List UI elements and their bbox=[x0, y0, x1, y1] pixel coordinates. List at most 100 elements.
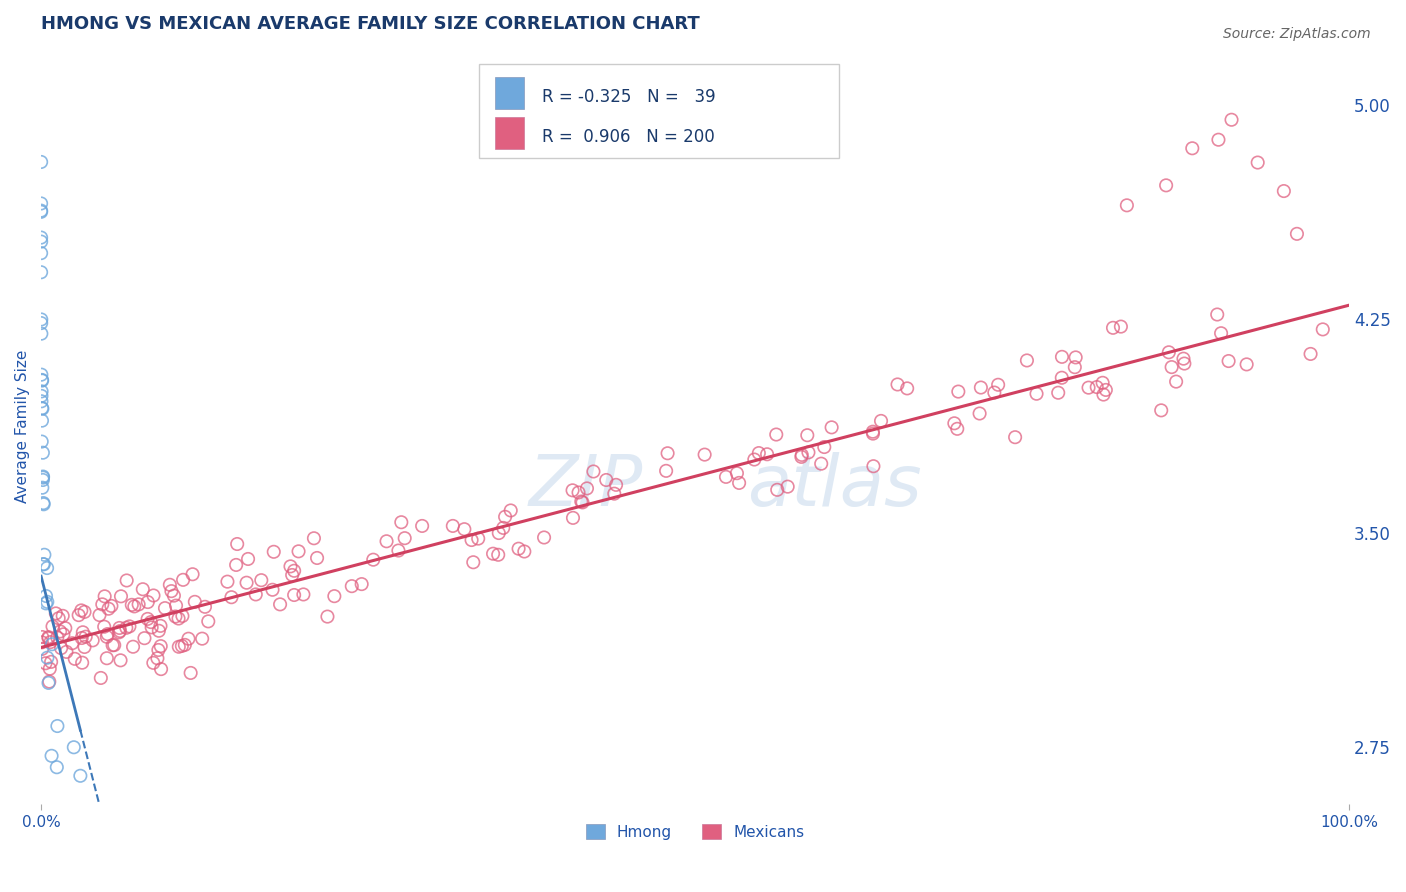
Point bbox=[150, 662, 173, 676]
Point bbox=[73, 640, 96, 654]
Point bbox=[1218, 354, 1240, 368]
Point bbox=[1092, 387, 1115, 401]
Point bbox=[1157, 345, 1180, 359]
Point bbox=[149, 639, 172, 653]
Point bbox=[948, 384, 970, 399]
Point bbox=[569, 494, 592, 508]
Point bbox=[943, 417, 966, 431]
Point bbox=[108, 624, 131, 638]
Point bbox=[110, 590, 132, 604]
Point bbox=[136, 612, 159, 626]
Point bbox=[52, 608, 75, 623]
Point bbox=[163, 589, 186, 603]
Point bbox=[983, 385, 1005, 400]
Point bbox=[48, 611, 70, 625]
Point bbox=[149, 619, 172, 633]
Point bbox=[389, 515, 412, 529]
Point bbox=[46, 631, 69, 645]
Point bbox=[167, 611, 190, 625]
Point bbox=[63, 652, 86, 666]
Point bbox=[53, 621, 76, 635]
Point bbox=[31, 630, 53, 644]
Point bbox=[165, 609, 187, 624]
Point bbox=[655, 464, 678, 478]
Point bbox=[97, 601, 120, 615]
Point bbox=[1173, 357, 1195, 371]
Point bbox=[172, 609, 194, 624]
Point bbox=[969, 407, 991, 421]
Point bbox=[31, 434, 53, 449]
Point bbox=[1272, 184, 1295, 198]
Point bbox=[1181, 141, 1204, 155]
Point bbox=[567, 485, 589, 500]
Point bbox=[283, 588, 305, 602]
Point bbox=[1102, 321, 1125, 335]
Point bbox=[69, 769, 91, 783]
Point bbox=[70, 656, 93, 670]
Point bbox=[146, 651, 169, 665]
Point bbox=[96, 651, 118, 665]
Point bbox=[30, 246, 52, 260]
Text: R = -0.325   N =   39: R = -0.325 N = 39 bbox=[543, 87, 716, 106]
Point bbox=[387, 543, 409, 558]
Point bbox=[728, 475, 751, 490]
Point bbox=[96, 630, 118, 644]
Point bbox=[714, 470, 737, 484]
Point bbox=[1109, 319, 1132, 334]
Point bbox=[820, 420, 842, 434]
Point bbox=[121, 598, 143, 612]
Point bbox=[31, 446, 53, 460]
Point bbox=[31, 414, 53, 428]
Point bbox=[1077, 381, 1099, 395]
Point bbox=[494, 509, 516, 524]
Point bbox=[603, 486, 626, 500]
Point bbox=[307, 551, 329, 566]
Point bbox=[245, 587, 267, 601]
Point bbox=[30, 312, 52, 326]
Point bbox=[180, 665, 202, 680]
Point bbox=[184, 595, 207, 609]
Point bbox=[30, 265, 52, 279]
Point bbox=[375, 534, 398, 549]
Point bbox=[31, 473, 53, 487]
Point bbox=[93, 620, 115, 634]
Point bbox=[191, 632, 214, 646]
Point bbox=[91, 598, 114, 612]
Point bbox=[1209, 326, 1232, 341]
Point bbox=[970, 380, 993, 394]
Point bbox=[269, 598, 291, 612]
Point bbox=[32, 557, 55, 571]
Point bbox=[30, 230, 52, 244]
Point bbox=[142, 589, 165, 603]
Point bbox=[361, 552, 384, 566]
Point bbox=[765, 427, 787, 442]
Point bbox=[316, 609, 339, 624]
Point bbox=[38, 631, 60, 645]
Point bbox=[1160, 360, 1182, 375]
Point bbox=[32, 497, 55, 511]
Point bbox=[134, 631, 156, 645]
Point bbox=[31, 401, 53, 416]
Point bbox=[1004, 430, 1026, 444]
Point bbox=[350, 577, 373, 591]
Point bbox=[35, 589, 58, 603]
Text: R =  0.906   N = 200: R = 0.906 N = 200 bbox=[543, 128, 714, 145]
Point bbox=[55, 645, 77, 659]
Point bbox=[100, 599, 122, 613]
Point bbox=[742, 452, 765, 467]
Point bbox=[533, 531, 555, 545]
Point bbox=[693, 448, 716, 462]
Point bbox=[513, 544, 536, 558]
Point bbox=[862, 459, 884, 474]
Point bbox=[30, 389, 52, 403]
Point bbox=[1050, 350, 1073, 364]
Point bbox=[463, 555, 485, 569]
Point bbox=[46, 719, 69, 733]
Point bbox=[302, 531, 325, 545]
Point bbox=[280, 559, 302, 574]
Point bbox=[657, 446, 679, 460]
Point bbox=[1015, 353, 1038, 368]
Point bbox=[128, 598, 150, 612]
Point bbox=[70, 631, 93, 645]
Point bbox=[748, 446, 770, 460]
